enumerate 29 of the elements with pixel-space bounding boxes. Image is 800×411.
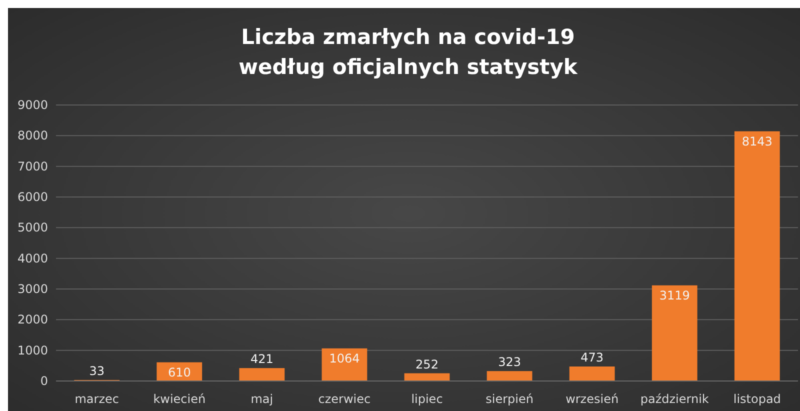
data-label: 1064 (329, 351, 360, 366)
y-tick-label: 7000 (17, 159, 48, 174)
data-label: 8143 (742, 134, 772, 148)
data-label: 323 (498, 355, 521, 370)
x-tick-label: czerwiec (318, 392, 371, 406)
x-tick-label: maj (250, 392, 274, 406)
y-tick-label: 4000 (17, 251, 48, 266)
y-tick-label: 9000 (17, 98, 48, 112)
data-label: 610 (168, 365, 191, 380)
data-label: 252 (416, 357, 438, 372)
y-tick-label: 8000 (17, 128, 48, 143)
data-label: 33 (89, 364, 104, 378)
x-tick-label: kwiecień (153, 392, 206, 406)
x-tick-label: marzec (74, 392, 119, 406)
x-tick-label: sierpień (486, 392, 534, 406)
data-label: 421 (250, 352, 274, 366)
y-tick-label: 0 (40, 374, 48, 388)
chart-title: Liczba zmarłych na covid-19 według oficjalnych statystyk (238, 25, 578, 79)
x-tick-label: lipiec (411, 392, 443, 406)
y-tick-label: 3000 (17, 282, 48, 296)
y-tick-label: 2000 (17, 312, 48, 327)
x-tick-label: wrzesień (566, 392, 619, 406)
x-tick-label: październik (640, 392, 709, 406)
x-tick-label: listopad (733, 392, 781, 406)
y-tick-label: 1000 (17, 343, 48, 358)
data-label: 3119 (659, 288, 690, 302)
y-tick-label: 5000 (17, 220, 48, 235)
data-label: 473 (580, 350, 604, 364)
y-tick-label: 6000 (17, 190, 48, 204)
